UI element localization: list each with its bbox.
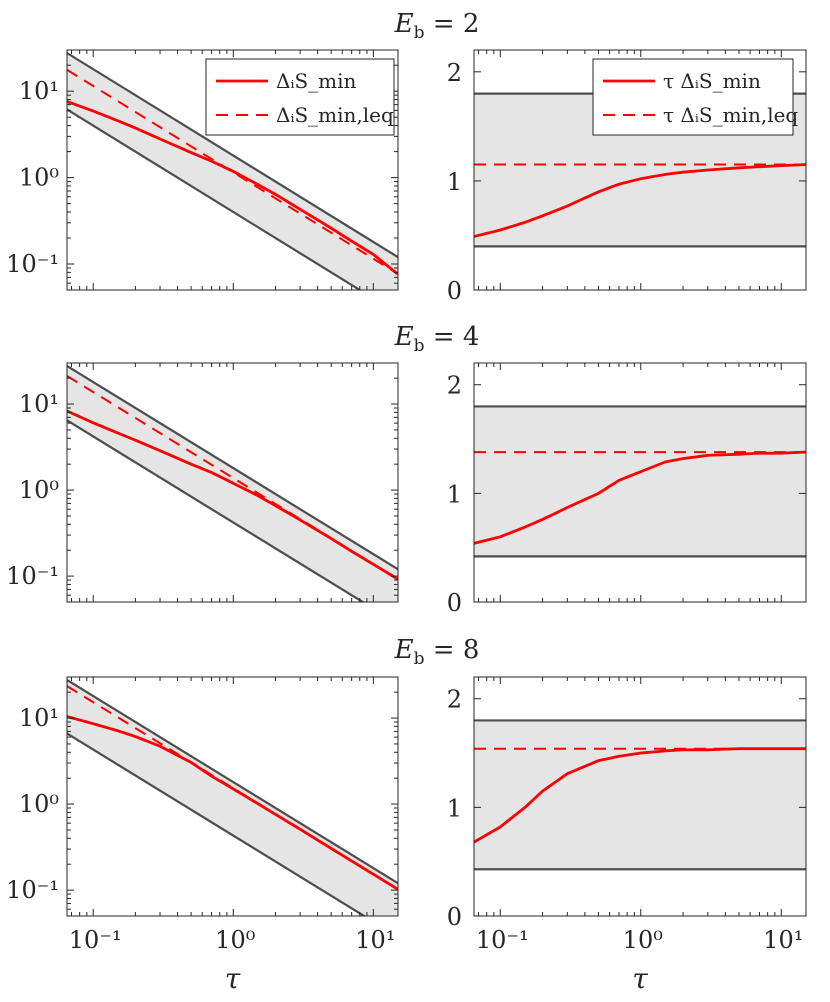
plot-area: [474, 719, 806, 871]
panel-right: 2 1 0: [447, 362, 807, 617]
x-tick-label: 10⁻¹: [476, 926, 529, 954]
y-tick-label: 10⁻¹: [6, 876, 59, 904]
x-tick-label: 10⁰: [215, 926, 255, 954]
upper-bound-line: [67, 52, 398, 259]
panel-left: 10¹ 10⁰ 10⁻¹ 10⁻¹ 10⁰ 10¹ τ: [6, 676, 399, 995]
plot-area: [67, 365, 398, 602]
axes-box: [473, 362, 807, 603]
y-tick-label: 0: [447, 589, 462, 617]
legend-right: τ ΔᵢS_min τ ΔᵢS_min,leq: [592, 58, 798, 136]
panel-right: 2 1 0 τ ΔᵢS_min τ ΔᵢS_min,leq: [447, 49, 807, 305]
x-tick-label: 10¹: [763, 926, 803, 954]
axes-box: [66, 49, 399, 291]
y-tick-label: 2: [447, 59, 462, 87]
plot-area: [67, 52, 398, 290]
y-tick-label: 10⁰: [19, 164, 59, 192]
x-tick-label: 10¹: [355, 926, 395, 954]
legend-label: ΔᵢS_min: [276, 69, 357, 93]
axes-box: [66, 676, 399, 917]
shaded-band: [67, 679, 398, 916]
legend-label: τ ΔᵢS_min: [663, 69, 761, 93]
series-min-line: [67, 100, 398, 276]
upper-bound-line: [67, 365, 398, 571]
upper-bound-line: [67, 679, 398, 885]
axes-box: [66, 362, 399, 603]
y-tick-label: 1: [447, 480, 462, 508]
x-axis-label: τ: [632, 962, 648, 995]
legend-label: ΔᵢS_min,leq: [276, 103, 394, 127]
lower-bound-line: [67, 419, 365, 602]
y-tick-label: 0: [447, 277, 462, 305]
series-min-line: [474, 450, 806, 545]
y-tick-label: 10⁰: [19, 476, 59, 504]
legend-box: [592, 58, 794, 136]
axes-box: [473, 676, 807, 917]
series-min-line: [474, 163, 806, 238]
lower-bound-line: [67, 732, 367, 916]
y-tick-label: 10¹: [19, 704, 59, 732]
y-tick-label: 10¹: [19, 390, 59, 418]
y-tick-label: 10¹: [19, 77, 59, 105]
legend-label: τ ΔᵢS_min,leq: [663, 103, 798, 127]
row-2: Eb = 4 10¹ 10⁰ 10⁻¹ 2 1 0: [6, 322, 807, 617]
y-tick-label: 1: [447, 794, 462, 822]
x-tick-label: 10⁻¹: [69, 926, 122, 954]
row-title: Eb = 8: [394, 635, 480, 669]
x-tick-label: 10⁰: [623, 926, 663, 954]
x-axis-label: τ: [225, 962, 241, 995]
y-tick-label: 2: [447, 686, 462, 714]
y-tick-label: 0: [447, 903, 462, 931]
series-min-line: [474, 747, 806, 844]
series-leq-line: [67, 685, 398, 891]
row-title: Eb = 4: [394, 322, 480, 356]
series-leq-line: [67, 68, 398, 275]
row-1: Eb = 2 10¹ 10⁰ 10⁻¹ ΔᵢS_min ΔᵢS_min,leq 2 1 0 τ Δ…: [6, 9, 807, 305]
shaded-band: [474, 406, 806, 557]
lower-bound-line: [67, 108, 362, 290]
series-leq-line: [67, 375, 398, 581]
plot-area: [474, 405, 806, 558]
axes-box: [473, 49, 807, 291]
y-tick-label: 2: [447, 372, 462, 400]
y-tick-label: 10⁰: [19, 790, 59, 818]
panel-left: 10¹ 10⁰ 10⁻¹: [6, 362, 399, 603]
y-tick-label: 10⁻¹: [6, 562, 59, 590]
shaded-band: [474, 720, 806, 870]
y-tick-label: 10⁻¹: [6, 250, 59, 278]
panel-right: 2 1 0 10⁻¹ 10⁰ 10¹ τ: [447, 676, 807, 995]
legend-left: ΔᵢS_min ΔᵢS_min,leq: [205, 58, 395, 136]
row-title: Eb = 2: [394, 9, 480, 43]
y-tick-label: 1: [447, 168, 462, 196]
legend-box: [205, 58, 395, 136]
panel-left: 10¹ 10⁰ 10⁻¹ ΔᵢS_min ΔᵢS_min,leq: [6, 49, 399, 291]
shaded-band: [67, 365, 398, 602]
plot-area: [67, 679, 398, 916]
